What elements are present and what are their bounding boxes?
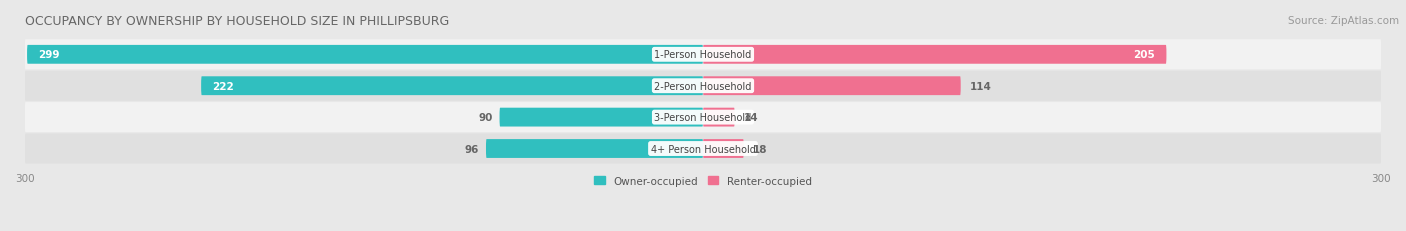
FancyBboxPatch shape (25, 40, 1381, 70)
FancyBboxPatch shape (25, 71, 1381, 101)
Legend: Owner-occupied, Renter-occupied: Owner-occupied, Renter-occupied (591, 172, 815, 190)
FancyBboxPatch shape (499, 108, 703, 127)
FancyBboxPatch shape (703, 46, 1167, 64)
FancyBboxPatch shape (703, 108, 735, 127)
Text: 299: 299 (38, 50, 60, 60)
Text: OCCUPANCY BY OWNERSHIP BY HOUSEHOLD SIZE IN PHILLIPSBURG: OCCUPANCY BY OWNERSHIP BY HOUSEHOLD SIZE… (25, 15, 449, 28)
Text: 4+ Person Household: 4+ Person Household (651, 144, 755, 154)
FancyBboxPatch shape (25, 103, 1381, 133)
Text: 205: 205 (1133, 50, 1156, 60)
Text: 90: 90 (478, 113, 492, 123)
Text: 114: 114 (970, 81, 991, 91)
FancyBboxPatch shape (25, 134, 1381, 164)
Text: 96: 96 (465, 144, 479, 154)
FancyBboxPatch shape (27, 46, 703, 64)
FancyBboxPatch shape (703, 140, 744, 158)
FancyBboxPatch shape (201, 77, 703, 96)
FancyBboxPatch shape (703, 77, 960, 96)
Text: 2-Person Household: 2-Person Household (654, 81, 752, 91)
Text: 18: 18 (752, 144, 768, 154)
Text: 222: 222 (212, 81, 235, 91)
Text: 14: 14 (744, 113, 758, 123)
Text: Source: ZipAtlas.com: Source: ZipAtlas.com (1288, 16, 1399, 26)
Text: 1-Person Household: 1-Person Household (654, 50, 752, 60)
Text: 3-Person Household: 3-Person Household (654, 113, 752, 123)
FancyBboxPatch shape (486, 140, 703, 158)
